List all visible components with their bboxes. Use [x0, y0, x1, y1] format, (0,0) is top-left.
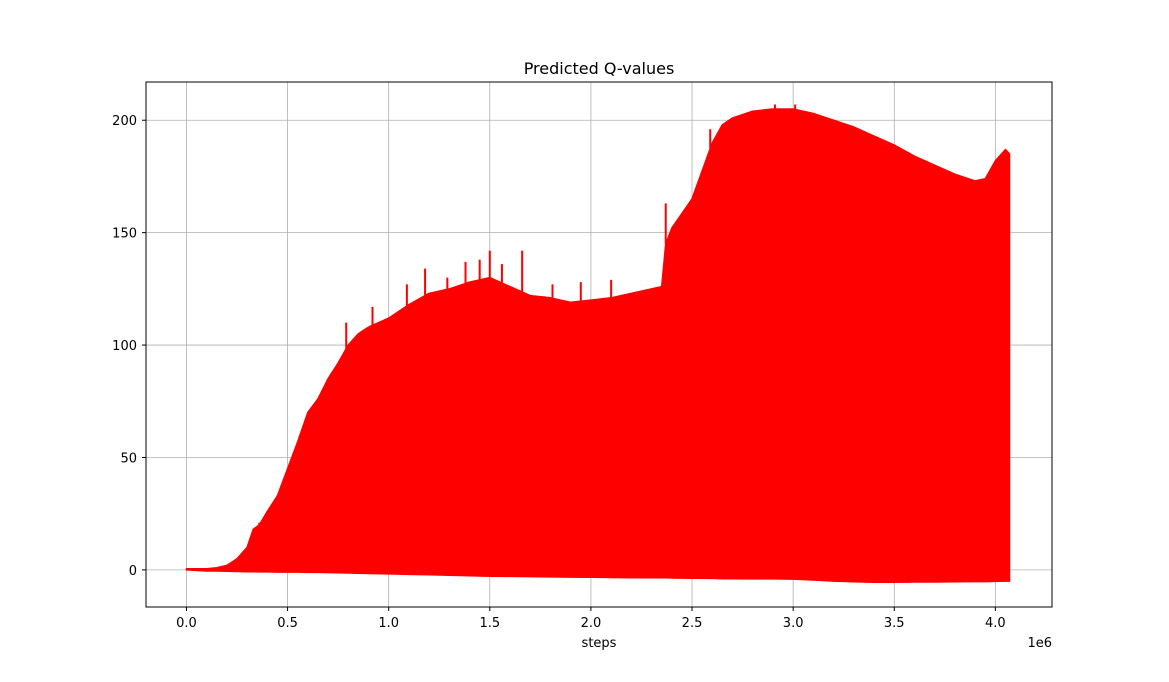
x-axis-offset-label: 1e6 — [1027, 636, 1052, 651]
x-tick-label: 4.0 — [985, 616, 1006, 631]
y-tick-label: 200 — [112, 114, 137, 129]
x-tick-label: 0.5 — [277, 616, 298, 631]
x-tick-label: 3.0 — [783, 616, 804, 631]
x-tick-label: 1.0 — [378, 616, 399, 631]
x-axis-label: steps — [582, 636, 617, 651]
axes-frame — [145, 81, 1053, 608]
y-tick-label: 150 — [112, 227, 137, 242]
x-tick-label: 2.5 — [682, 616, 703, 631]
y-tick-label: 0 — [129, 564, 137, 579]
x-tick-label: 0.0 — [176, 616, 197, 631]
chart-title: Predicted Q-values — [524, 59, 675, 78]
x-tick-label: 3.5 — [884, 616, 905, 631]
y-tick-label: 100 — [112, 339, 137, 354]
plot-area — [185, 104, 1011, 584]
axis-ticks: 0.0 0.5 1.0 1.5 2.0 2.5 3.0 3.5 4.0 0 50 100 150 200 — [112, 114, 1006, 631]
q-value-envelope — [185, 108, 1011, 584]
x-tick-label: 2.0 — [581, 616, 602, 631]
x-tick-label: 1.5 — [479, 616, 500, 631]
y-tick-label: 50 — [120, 451, 137, 466]
